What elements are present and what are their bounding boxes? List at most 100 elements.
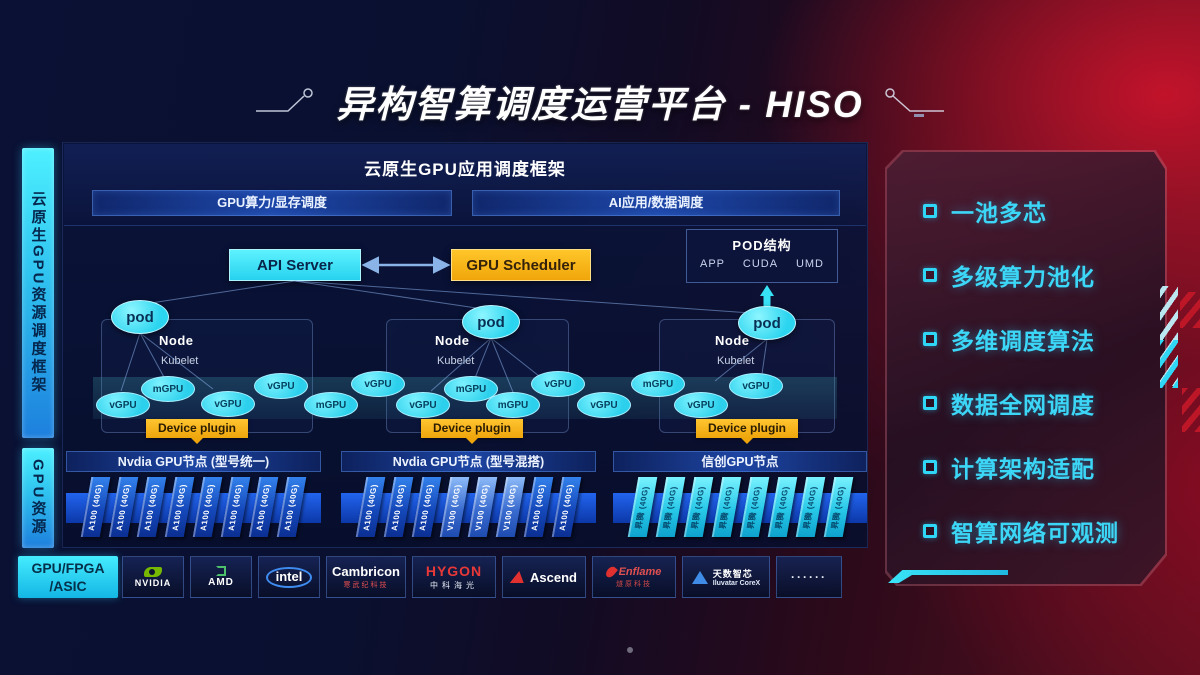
red-stripes-icon xyxy=(1182,388,1200,432)
device-plugin-tag-1: Device plugin xyxy=(146,419,248,444)
pool-strip xyxy=(341,493,596,523)
gpu-card-label: 昇腾 (40G) xyxy=(829,485,847,529)
gpu-card-label: A100 (40G) xyxy=(417,483,436,531)
gpu-card-group-1: A100 (40G) A100 (40G) A100 (40G) A100 (40G)… xyxy=(66,474,321,540)
gpu-card: V100 (40G) xyxy=(495,477,526,537)
vendor-tile-more: ······ xyxy=(776,556,842,598)
pool-strip xyxy=(613,493,867,523)
vendor-tile-intel: intel xyxy=(258,556,320,598)
vendor-name: NVIDIA xyxy=(134,577,172,588)
gpu-card-label: 昇腾 (40G) xyxy=(717,485,735,529)
square-bullet-icon xyxy=(923,332,937,346)
gpu-card: 昇腾 (40G) xyxy=(767,477,797,537)
gpu-instance: vGPU xyxy=(254,373,308,399)
gpu-instance: mGPU xyxy=(304,392,358,418)
feature-label: 多级算力池化 xyxy=(951,264,1095,290)
gpu-card: A100 (40G) xyxy=(136,477,167,537)
arrow-up-icon xyxy=(760,285,774,308)
vendor-tile-enflame: Enflame 燧原科技 xyxy=(592,556,676,598)
pod-layer-app: APP xyxy=(700,258,726,270)
gpu-card-label: 昇腾 (40G) xyxy=(745,485,763,529)
square-bullet-icon xyxy=(923,396,937,410)
gpu-card: A100 (40G) xyxy=(355,477,386,537)
gpu-instance: vGPU xyxy=(674,392,728,418)
vendor-row: NVIDIA AMD intel Cambricon 寒武纪科技 HYGON 中… xyxy=(122,556,842,598)
vendor-tile-iluvatar: 天数智芯 Iluvatar CoreX xyxy=(682,556,770,598)
amd-icon xyxy=(216,566,226,576)
gpu-instance: vGPU xyxy=(577,392,631,418)
gpu-card-label: A100 (40G) xyxy=(361,483,380,531)
rail-top-label: 云原生GPU资源调度框架 xyxy=(29,191,47,395)
pod-structure-box: POD结构 APP CUDA UMD xyxy=(686,229,838,283)
gpu-card-label: A100 (40G) xyxy=(86,483,105,531)
gpu-card: A100 (40G) xyxy=(551,477,582,537)
gpu-card-group-3: 昇腾 (40G) 昇腾 (40G) 昇腾 (40G) 昇腾 (40G) 昇腾 (40G)… xyxy=(613,474,867,540)
feature-panel: 一池多芯 多级算力池化 多维调度算法 数据全网调度 计算架构适配 智算网络可观测 xyxy=(885,150,1167,586)
pod-layer-umd: UMD xyxy=(795,258,824,270)
gpu-card: 昇腾 (40G) xyxy=(627,477,657,537)
gpu-card: 昇腾 (40G) xyxy=(739,477,769,537)
vendor-tile-nvidia: NVIDIA xyxy=(122,556,184,598)
gpu-card: A100 (40G) xyxy=(220,477,251,537)
nvidia-icon xyxy=(144,566,162,577)
gpu-card: 昇腾 (40G) xyxy=(795,477,825,537)
gpu-card-label: 昇腾 (40G) xyxy=(661,485,679,529)
gpu-card-label: V100 (40G) xyxy=(501,483,520,531)
gpu-instance: mGPU xyxy=(141,376,195,402)
gpu-card-label: 昇腾 (40G) xyxy=(633,485,651,529)
app-scheduling-section: 云原生GPU应用调度框架 GPU算力/显存调度 AI应用/数据调度 xyxy=(64,144,866,226)
pool-bar-xinchuang: 信创GPU节点 xyxy=(613,451,867,472)
feature-item: 智算网络可观测 xyxy=(923,514,1119,548)
vendor-subname: 中科海光 xyxy=(430,581,478,590)
title-row: 异构智算调度运营平台 - HISO xyxy=(0,74,1200,128)
pool-bar-nvidia-uniform: Nvdia GPU节点 (型号统一) xyxy=(66,451,321,472)
footer-dot xyxy=(627,647,633,653)
api-server-box: API Server xyxy=(229,249,361,281)
pool-strip xyxy=(66,493,321,523)
gpu-card: 昇腾 (40G) xyxy=(711,477,741,537)
gpu-card: A100 (40G) xyxy=(276,477,307,537)
node-label-2: Node xyxy=(435,333,470,348)
square-bullet-icon xyxy=(923,460,937,474)
gpu-card-label: A100 (40G) xyxy=(254,483,273,531)
gpu-card-label: 昇腾 (40G) xyxy=(801,485,819,529)
vendor-tile-cambricon: Cambricon 寒武纪科技 xyxy=(326,556,406,598)
gpu-card: A100 (40G) xyxy=(383,477,414,537)
feature-item: 数据全网调度 xyxy=(923,386,1119,420)
enflame-icon xyxy=(603,564,618,579)
red-stripes-icon xyxy=(1180,292,1200,328)
gpu-card: A100 (40G) xyxy=(192,477,223,537)
module-ai-data-scheduling: AI应用/数据调度 xyxy=(472,190,840,216)
page-title: 异构智算调度运营平台 - HISO xyxy=(336,84,864,125)
gpu-instance: vGPU xyxy=(396,392,450,418)
gpu-instance: vGPU xyxy=(96,392,150,418)
kubelet-label-1: Kubelet xyxy=(161,355,199,367)
gpu-card-label: A100 (40G) xyxy=(282,483,301,531)
vendor-name: Enflame xyxy=(618,565,662,578)
feature-list: 一池多芯 多级算力池化 多维调度算法 数据全网调度 计算架构适配 智算网络可观测 xyxy=(923,194,1119,548)
gpu-card: A100 (40G) xyxy=(248,477,279,537)
pod-layer-cuda: CUDA xyxy=(742,258,779,270)
gpu-card: A100 (40G) xyxy=(108,477,139,537)
iluvatar-icon xyxy=(691,570,708,584)
vendor-subname: 燧原科技 xyxy=(616,580,652,588)
pod-ellipse-3: pod xyxy=(738,306,796,340)
vendor-name: HYGON xyxy=(425,563,483,579)
pool-bar-nvidia-mixed: Nvdia GPU节点 (型号混搭) xyxy=(341,451,596,472)
pod-structure-title: POD结构 xyxy=(732,238,792,253)
gpu-instance: vGPU xyxy=(531,371,585,397)
rail-cloud-native-gpu: 云原生GPU资源调度框架 xyxy=(22,148,54,438)
gpu-card: A100 (40G) xyxy=(411,477,442,537)
gpu-card-label: A100 (40G) xyxy=(557,483,576,531)
gpu-instance: vGPU xyxy=(201,391,255,417)
feature-panel-inner xyxy=(887,152,1165,584)
pod-ellipse-2: pod xyxy=(462,305,520,339)
rail-gpu-resource: GPU资源 xyxy=(22,448,54,548)
gpu-card: V100 (40G) xyxy=(439,477,470,537)
gpu-card: V100 (40G) xyxy=(467,477,498,537)
vendor-tile-amd: AMD xyxy=(190,556,252,598)
vendor-name: 天数智芯 xyxy=(712,569,753,579)
device-plugin-tag-3: Device plugin xyxy=(696,419,798,444)
square-bullet-icon xyxy=(923,524,937,538)
feature-item: 一池多芯 xyxy=(923,194,1119,228)
